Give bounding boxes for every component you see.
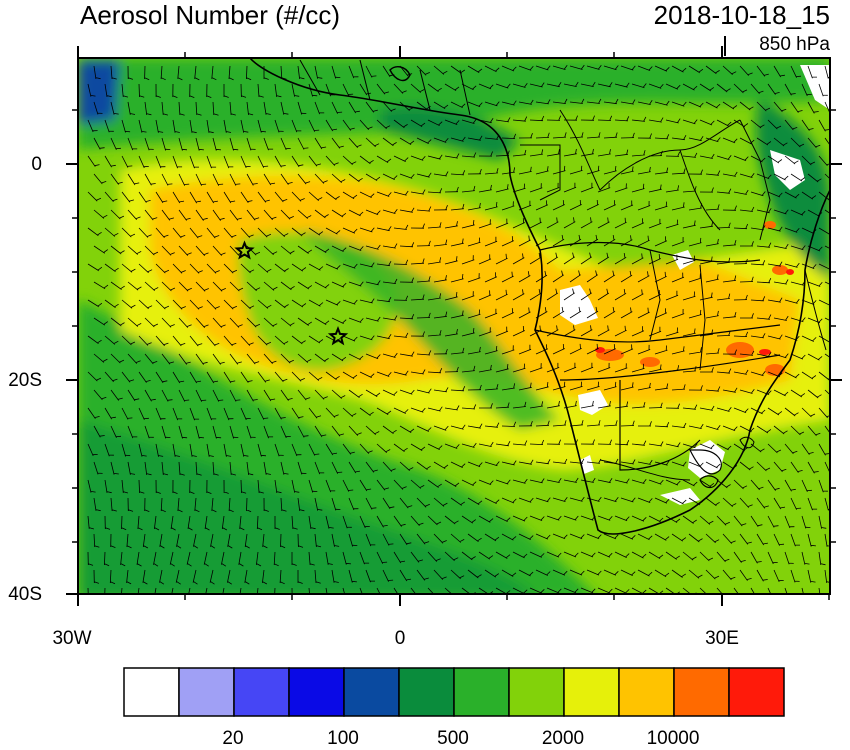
colorbar-swatch — [508, 667, 565, 717]
colorbar-swatch — [673, 667, 730, 717]
colorbar-swatch — [453, 667, 510, 717]
axis-ticks — [66, 46, 842, 606]
colorbar-swatch — [398, 667, 455, 717]
y-label-40s: 40S — [8, 584, 42, 605]
colorbar-swatch — [288, 667, 345, 717]
coastlines — [249, 58, 830, 535]
colorbar-label-10000: 10000 — [646, 728, 700, 749]
colorbar-swatch — [123, 667, 180, 717]
marker-star — [327, 325, 349, 346]
colorbar-swatch — [563, 667, 620, 717]
pressure-level: 850 hPa — [759, 34, 830, 55]
level-tick — [724, 36, 726, 56]
marker-star — [234, 240, 255, 260]
map-title: Aerosol Number (#/cc) — [80, 0, 341, 30]
colorbar-label-100: 100 — [327, 728, 359, 749]
colorbar-swatch — [728, 667, 785, 717]
colorbar-swatch — [178, 667, 235, 717]
wind-barbs — [87, 64, 830, 594]
x-label-30e: 30E — [705, 628, 739, 649]
colorbar-swatch — [618, 667, 675, 717]
colorbar-label-500: 500 — [437, 728, 469, 749]
marker-stars — [234, 240, 349, 346]
y-label-20s: 20S — [8, 370, 42, 391]
x-label-0: 0 — [394, 628, 406, 649]
wind-barb-grid — [87, 64, 830, 594]
colorbar-label-2000: 2000 — [541, 728, 585, 749]
colorbar-swatch — [233, 667, 290, 717]
y-label-0: 0 — [31, 154, 42, 175]
colorbar — [123, 667, 785, 717]
x-label-30w: 30W — [52, 628, 92, 649]
colorbar-swatch — [343, 667, 400, 717]
colorbar-label-20: 20 — [222, 728, 244, 749]
map-timestamp: 2018-10-18_15 — [653, 0, 830, 30]
aerosol-field — [78, 58, 830, 594]
